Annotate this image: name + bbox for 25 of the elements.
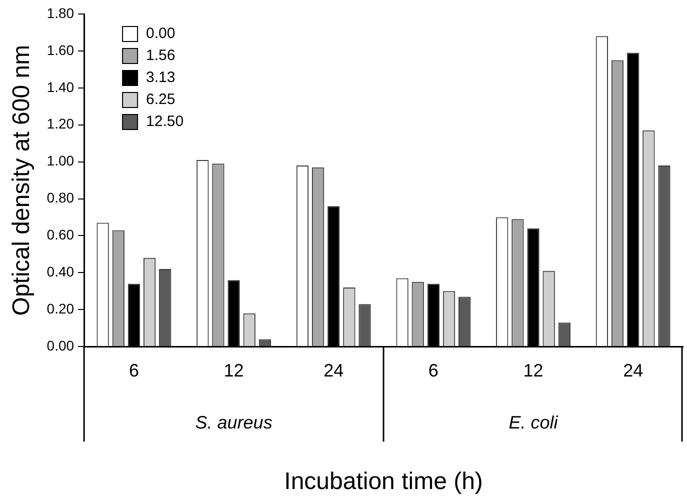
- text: S. aureus: [195, 412, 272, 433]
- y-tick-label: 1.80: [46, 4, 74, 21]
- legend-label: 1.56: [146, 47, 176, 64]
- x-tick-label: 12: [224, 360, 244, 380]
- legend-label: 6.25: [146, 91, 176, 108]
- text: E. coli: [508, 412, 559, 433]
- x-tick-label: 24: [324, 360, 344, 380]
- legend-label: 12.50: [146, 113, 184, 130]
- y-tick-label: 1.20: [46, 116, 74, 132]
- x-tick-label: 6: [128, 360, 139, 380]
- legend-label: 0.00: [146, 25, 176, 42]
- x-tick-label: 24: [623, 360, 644, 380]
- y-tick-label: 0.80: [46, 190, 74, 206]
- y-tick-label: 0.40: [46, 264, 74, 280]
- x-tick-label: 6: [428, 360, 438, 380]
- y-tick-label: 1.00: [46, 152, 74, 169]
- x-tick-label: 12: [523, 360, 544, 380]
- x-axis-title: Incubation time (h): [284, 468, 483, 496]
- y-tick-label: 0.00: [46, 337, 74, 354]
- y-axis-title: Optical density at 600 nm: [8, 44, 36, 316]
- y-tick-label: 1.40: [46, 78, 74, 95]
- y-tick-label: 1.60: [46, 42, 74, 58]
- y-tick-label: 0.60: [46, 226, 74, 243]
- legend-label: 3.13: [146, 69, 176, 86]
- y-tick-label: 0.20: [46, 300, 74, 317]
